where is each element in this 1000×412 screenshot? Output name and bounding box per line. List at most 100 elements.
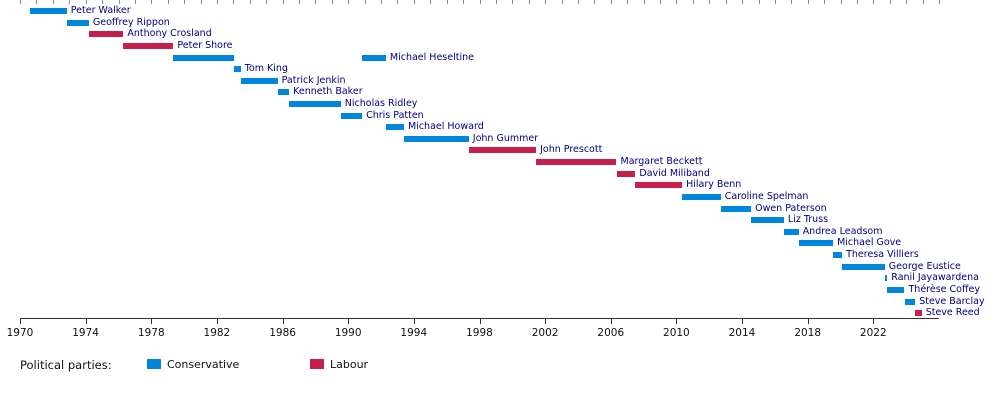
top-minor-tick (331, 0, 333, 4)
top-minor-tick (512, 0, 514, 4)
top-minor-tick (200, 0, 202, 4)
top-minor-tick (840, 0, 842, 4)
top-minor-tick (233, 0, 235, 4)
person-label[interactable]: Patrick Jenkin (281, 74, 346, 86)
top-minor-tick (643, 0, 645, 4)
person-label[interactable]: Anthony Crosland (127, 28, 212, 40)
person-label[interactable]: Kenneth Baker (293, 86, 363, 98)
timeline-bar (468, 147, 537, 154)
top-minor-tick (52, 0, 54, 4)
x-axis-tick-label: 2022 (859, 327, 887, 339)
person-label[interactable]: Michael Gove (837, 237, 902, 249)
timeline-bar (783, 228, 799, 235)
top-minor-tick (577, 0, 579, 4)
timeline-bar (340, 112, 363, 119)
person-label[interactable]: David Miliband (639, 167, 710, 179)
person-label[interactable]: Michael Heseltine (389, 51, 474, 63)
timeline-bar (887, 286, 905, 293)
x-axis-tick-label: 1982 (203, 327, 231, 339)
top-minor-tick (430, 0, 432, 4)
person-label[interactable]: Peter Shore (177, 39, 233, 51)
person-label[interactable]: Liz Truss (787, 214, 829, 226)
timeline-bar (842, 263, 885, 270)
person-label[interactable]: Ranil Jayawardena (891, 272, 979, 284)
top-minor-tick (660, 0, 661, 4)
top-minor-tick (692, 0, 694, 4)
person-label[interactable]: Nicholas Ridley (344, 98, 418, 109)
x-axis-tick (20, 318, 21, 324)
top-minor-tick (594, 0, 596, 4)
timeline-bar (289, 101, 341, 107)
top-minor-tick (742, 0, 743, 4)
x-axis-tick-label: 1974 (72, 327, 99, 339)
timeline-bar (915, 310, 922, 317)
timeline-bar (635, 182, 683, 189)
person-label[interactable]: Caroline Spelman (724, 190, 809, 202)
top-minor-tick (545, 0, 547, 4)
person-label[interactable]: Andrea Leadsom (802, 225, 883, 237)
timeline-bar (682, 193, 721, 200)
x-axis-tick-label: 2018 (794, 327, 822, 339)
top-minor-tick (266, 0, 268, 4)
person-label[interactable]: Tom King (244, 63, 288, 75)
top-minor-tick (528, 0, 530, 4)
x-axis-tick-label: 1998 (466, 327, 493, 339)
person-label[interactable]: Peter Walker (70, 5, 131, 16)
x-axis-tick (742, 318, 743, 324)
person-label[interactable]: John Gummer (472, 132, 539, 144)
top-minor-tick (627, 0, 629, 4)
timeline-bar (277, 89, 290, 96)
person-label[interactable]: Geoffrey Rippon (92, 16, 170, 28)
timeline-bar (798, 240, 834, 247)
top-minor-tick (36, 0, 38, 4)
person-label[interactable]: Michael Howard (408, 121, 484, 133)
person-label[interactable]: John Prescott (540, 144, 603, 156)
top-minor-tick (873, 0, 875, 4)
timeline-bar (123, 42, 174, 49)
timeline-bar (751, 217, 784, 224)
timeline-bar (240, 77, 278, 84)
top-minor-tick (249, 0, 251, 4)
top-minor-tick (348, 0, 350, 4)
x-axis-tick (873, 318, 875, 324)
x-axis-tick-label: 1978 (137, 327, 165, 339)
top-minor-tick (610, 0, 612, 4)
timeline-bar (29, 8, 67, 14)
timeline-bar (536, 159, 617, 166)
labour-legend-label: Labour (330, 358, 369, 371)
x-axis-tick (151, 318, 153, 324)
x-axis-tick (85, 318, 87, 324)
top-minor-tick (364, 0, 366, 4)
top-minor-tick (725, 0, 727, 4)
person-label[interactable]: George Eustice (888, 260, 961, 272)
timeline-bar (904, 298, 916, 305)
person-label[interactable]: Margaret Beckett (620, 156, 703, 168)
top-minor-tick (299, 0, 300, 4)
person-label[interactable]: Theresa Villiers (846, 249, 919, 260)
top-minor-tick (184, 0, 186, 4)
x-axis-tick-label: 2002 (531, 327, 559, 339)
person-label[interactable]: Hilary Benn (686, 179, 742, 191)
top-minor-tick (922, 0, 924, 4)
top-minor-tick (397, 0, 399, 4)
person-label[interactable]: Steve Barclay (919, 295, 985, 307)
person-label[interactable]: Owen Paterson (755, 202, 827, 214)
top-minor-tick (856, 0, 858, 4)
top-minor-tick (889, 0, 891, 4)
top-minor-tick (216, 0, 218, 4)
x-axis-tick-label: 2006 (597, 327, 625, 339)
labour-legend-swatch (310, 359, 324, 369)
top-minor-tick (413, 0, 415, 4)
top-minor-tick (102, 0, 103, 4)
top-minor-tick (118, 0, 120, 4)
timeline-bar (404, 135, 469, 142)
timeline-bar (234, 66, 241, 73)
x-axis-tick-label: 1986 (269, 327, 296, 339)
x-axis-tick-label: 1970 (6, 327, 34, 339)
top-minor-tick (167, 0, 169, 4)
person-label[interactable]: Steve Reed (925, 307, 980, 319)
person-label[interactable]: Thérèse Coffey (908, 283, 980, 295)
top-minor-tick (282, 0, 284, 4)
person-label[interactable]: Chris Patten (366, 109, 424, 121)
